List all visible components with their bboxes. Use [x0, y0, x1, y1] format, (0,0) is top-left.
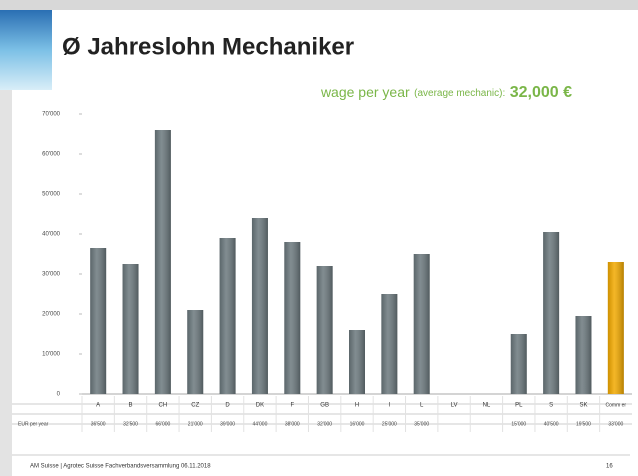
- bar-shade: [317, 266, 333, 394]
- title: Ø Jahreslohn Mechaniker: [62, 33, 354, 60]
- value-label: 33'000: [608, 421, 623, 427]
- value-label: 35'000: [414, 421, 429, 427]
- value-label: 32'500: [123, 421, 138, 427]
- value-label: 25'000: [382, 421, 397, 427]
- x-tick-label: LV: [451, 403, 458, 409]
- value-label: 40'500: [544, 421, 559, 427]
- subtitle-main: wage per year: [320, 84, 410, 100]
- x-tick-label: NL: [483, 403, 491, 409]
- bar-shade: [414, 254, 430, 394]
- y-tick-label: 40'000: [42, 232, 60, 238]
- y-tick-label: 60'000: [42, 152, 60, 158]
- x-tick-label: SK: [579, 403, 587, 409]
- bar-shade: [381, 294, 397, 394]
- bar-shade: [123, 264, 139, 394]
- bar-shade: [284, 242, 300, 394]
- value-label: 16'000: [350, 421, 365, 427]
- left-edge: [0, 90, 12, 476]
- value-label: 66'000: [155, 421, 170, 427]
- value-label: 44'000: [253, 421, 268, 427]
- bar-shade: [90, 248, 106, 394]
- value-label: 21'000: [188, 421, 203, 427]
- value-label: 15'000: [511, 421, 526, 427]
- x-tick-label: B: [129, 403, 133, 409]
- y-tick-label: 70'000: [42, 112, 60, 118]
- value-label: 32'000: [317, 421, 332, 427]
- x-tick-label: CZ: [191, 403, 199, 409]
- top-band: [0, 0, 638, 10]
- x-tick-label: Comm er: [606, 402, 627, 408]
- subtitle-note: (average mechanic):: [414, 88, 505, 99]
- x-tick-label: S: [549, 403, 553, 409]
- bar-shade: [187, 310, 203, 394]
- subtitle-value: 32,000 €: [510, 84, 572, 101]
- y-tick-label: 10'000: [42, 352, 60, 358]
- bar-shade: [349, 330, 365, 394]
- bar-shade: [511, 334, 527, 394]
- x-tick-label: PL: [515, 403, 523, 409]
- x-tick-label: D: [225, 403, 230, 409]
- slide: Ø Jahreslohn Mechaniker wage per year (a…: [0, 0, 638, 476]
- value-label: 39'000: [220, 421, 235, 427]
- row-label: EUR per year: [18, 421, 49, 427]
- logo-strip: [0, 10, 52, 90]
- x-tick-label: DK: [256, 403, 264, 409]
- y-tick-label: 30'000: [42, 272, 60, 278]
- bar-shade: [252, 218, 268, 394]
- bar-shade: [220, 238, 236, 394]
- bar-shade: [155, 130, 171, 394]
- value-label: 38'000: [285, 421, 300, 427]
- bar-shade: [575, 316, 591, 394]
- y-tick-label: 20'000: [42, 312, 60, 318]
- page-number: 16: [606, 464, 613, 470]
- x-tick-label: CH: [159, 403, 168, 409]
- x-tick-label: H: [355, 403, 359, 409]
- bar-shade: [608, 262, 624, 394]
- x-tick-label: A: [96, 403, 100, 409]
- footer: AM Suisse | Agrotec Suisse Fachverbandsv…: [30, 464, 211, 470]
- y-tick-label: 50'000: [42, 192, 60, 198]
- x-tick-label: GB: [320, 403, 329, 409]
- x-tick-label: F: [290, 403, 294, 409]
- value-label: 19'500: [576, 421, 591, 427]
- value-label: 36'500: [91, 421, 106, 427]
- bar-shade: [543, 232, 559, 394]
